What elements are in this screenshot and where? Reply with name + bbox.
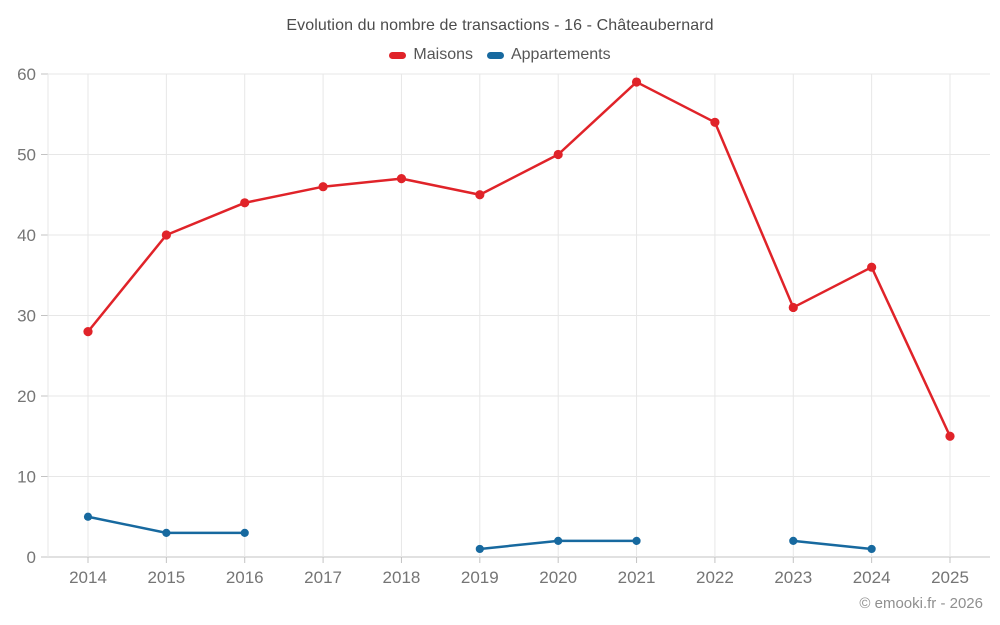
data-point-appartements[interactable] [162, 528, 171, 537]
data-point-maisons[interactable] [945, 431, 955, 441]
legend-item-maisons[interactable]: Maisons [389, 46, 473, 64]
data-point-appartements[interactable] [867, 544, 876, 554]
y-axis-label: 20 [17, 387, 36, 406]
data-point-maisons[interactable] [396, 174, 407, 184]
data-point-maisons[interactable] [83, 327, 93, 337]
x-axis-label: 2021 [618, 568, 656, 587]
legend-item-appartements[interactable]: Appartements [486, 46, 611, 64]
data-point-maisons[interactable] [788, 302, 798, 313]
maisons-swatch-icon [389, 51, 407, 59]
data-point-appartements[interactable] [475, 544, 484, 554]
data-point-maisons[interactable] [475, 190, 485, 200]
legend-label-maisons: Maisons [413, 46, 473, 63]
chart-title: Evolution du nombre de transactions - 16… [286, 17, 714, 34]
series-line-maisons [86, 80, 952, 438]
x-axis-label: 2016 [226, 568, 264, 587]
data-point-maisons[interactable] [553, 149, 563, 160]
data-point-maisons[interactable] [240, 198, 250, 208]
x-axis-label: 2018 [383, 568, 421, 587]
series-line-appartements [792, 539, 873, 551]
legend-label-appartements: Appartements [510, 46, 611, 63]
y-axis-label: 40 [17, 226, 36, 245]
x-axis-label: 2019 [461, 568, 499, 587]
x-axis-label: 2014 [69, 568, 107, 587]
data-point-appartements[interactable] [240, 528, 249, 537]
data-point-maisons[interactable] [631, 77, 642, 87]
data-point-maisons[interactable] [867, 262, 877, 272]
data-point-maisons[interactable] [710, 117, 720, 127]
data-point-appartements[interactable] [83, 512, 93, 521]
y-axis-label: 30 [17, 307, 36, 326]
data-point-maisons[interactable] [318, 182, 328, 192]
data-point-appartements[interactable] [554, 536, 563, 546]
y-axis-label: 10 [17, 468, 36, 487]
x-axis-label: 2015 [147, 568, 185, 587]
y-axis-label: 50 [17, 146, 36, 165]
x-axis-label: 2020 [539, 568, 577, 587]
data-point-appartements[interactable] [789, 536, 798, 546]
x-axis-label: 2017 [304, 568, 342, 587]
y-axis-label: 0 [27, 548, 36, 567]
legend: Maisons Appartements [0, 46, 1000, 64]
x-axis-label: 2023 [774, 568, 812, 587]
x-axis-label: 2022 [696, 568, 734, 587]
copyright: © emooki.fr - 2026 [859, 595, 983, 612]
y-axis-label: 60 [17, 65, 36, 84]
appartements-swatch-icon [486, 51, 504, 59]
x-axis-label: 2024 [853, 568, 891, 587]
x-axis-label: 2025 [931, 568, 969, 587]
data-point-maisons[interactable] [161, 230, 171, 240]
data-point-appartements[interactable] [632, 536, 641, 546]
